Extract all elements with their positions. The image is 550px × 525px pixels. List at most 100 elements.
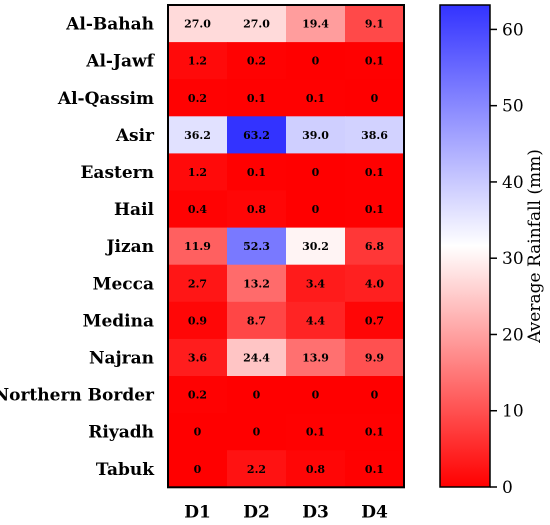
row-labels: Al-Bahah Al-Jawf Al-Qassim Asir Eastern Hail J… (0, 15, 156, 480)
cell-value-label: 24.4 (243, 351, 270, 364)
cell-value-label: 27.0 (243, 18, 270, 31)
cell-value-label: 52.3 (243, 240, 270, 253)
cell-value-label: 0.1 (247, 166, 266, 179)
cell-value-label: 0 (312, 55, 320, 68)
heatmap-cell (168, 450, 228, 488)
row-label: Asir (115, 126, 155, 146)
heatmap-cell (286, 450, 346, 488)
heatmap-cell (286, 5, 346, 43)
cell-value-label: 0 (371, 389, 379, 402)
heatmap-cell (227, 413, 287, 451)
heatmap-cell (227, 116, 287, 154)
heatmap-cell (227, 301, 287, 340)
cell-value-label: 0.4 (188, 203, 207, 216)
cell-value-label: 0.1 (306, 426, 325, 439)
heatmap-cell (286, 190, 346, 229)
heatmap-cell (168, 264, 228, 303)
heatmap-cell (168, 116, 228, 154)
cell-value-label: 0.1 (365, 426, 384, 439)
colorbar (439, 4, 491, 488)
heatmap-cell (345, 301, 405, 340)
heatmap-cell (345, 264, 405, 303)
row-label: Najran (89, 348, 154, 368)
colorbar-tick-label: 20 (502, 325, 524, 345)
heatmap-cell (227, 153, 287, 191)
heatmap-cell (286, 79, 346, 117)
colorbar-tick-label: 30 (502, 249, 524, 269)
heatmap-cell (168, 79, 228, 117)
heatmap-cell (227, 79, 287, 117)
cell-value-label: 6.8 (365, 240, 384, 253)
heatmap-cell (345, 338, 405, 377)
cell-value-label: 0.8 (306, 463, 325, 476)
heatmap-cell (286, 264, 346, 303)
cell-value-label: 0.2 (188, 389, 207, 402)
heatmap-cell (345, 376, 405, 414)
heatmap-cell (227, 376, 287, 414)
cell-value-label: 4.4 (306, 314, 325, 327)
heatmap-cell (227, 264, 287, 303)
heatmap-cell (227, 190, 287, 229)
cell-value-label: 0.1 (247, 92, 266, 105)
cell-value-label: 0 (253, 389, 261, 402)
row-label: Medina (83, 311, 154, 331)
column-label: D1 (184, 502, 211, 522)
heatmap-cell (168, 413, 228, 451)
cell-value-label: 1.2 (188, 55, 207, 68)
cell-value-label: 19.4 (302, 18, 329, 31)
cell-value-label: 30.2 (302, 240, 329, 253)
heatmap-cells: 27.0 27.0 19.4 9.1 1.2 0.2 0 0.1 0.2 0.1 0.1 0 36.2 6… (168, 5, 405, 488)
cell-value-label: 0.1 (365, 463, 384, 476)
heatmap-cell (286, 153, 346, 191)
cell-value-label: 36.2 (184, 129, 211, 142)
cell-value-label: 0 (194, 426, 202, 439)
colorbar-label: Average Rainfall (mm) (525, 149, 545, 344)
colorbar-tick-label: 40 (502, 173, 524, 193)
heatmap-frame (167, 4, 405, 489)
column-label: D3 (302, 502, 329, 522)
heatmap-cell (286, 301, 346, 340)
heatmap-cell (345, 153, 405, 191)
colorbar-tick-label: 60 (502, 20, 524, 40)
cell-value-label: 0.7 (365, 314, 384, 327)
row-label: Al-Jawf (85, 52, 155, 72)
row-label: Jizan (104, 237, 154, 257)
colorbar-ticks: 0 10 20 30 40 50 60 (490, 20, 524, 498)
colorbar-tick-label: 10 (502, 402, 524, 422)
cell-value-label: 0.9 (188, 314, 207, 327)
heatmap-cell (286, 413, 346, 451)
heatmap-cell (345, 79, 405, 117)
row-label: Eastern (80, 163, 154, 183)
colorbar-tick-label: 50 (502, 97, 524, 117)
cell-value-label: 9.1 (365, 18, 384, 31)
heatmap-cell (345, 413, 405, 451)
cell-value-label: 4.0 (365, 277, 384, 290)
heatmap-cell (286, 227, 346, 266)
cell-value-label: 0 (312, 389, 320, 402)
cell-value-label: 0 (312, 166, 320, 179)
heatmap-cell (168, 301, 228, 340)
heatmap-cell (286, 42, 346, 80)
heatmap-cell (227, 5, 287, 43)
cell-value-label: 0.2 (247, 55, 266, 68)
cell-value-label: 0.1 (365, 55, 384, 68)
cell-value-label: 0.1 (306, 92, 325, 105)
heatmap-cell (286, 116, 346, 154)
cell-value-label: 11.9 (184, 240, 211, 253)
heatmap-cell (227, 42, 287, 80)
row-label: Al-Qassim (57, 89, 154, 109)
heatmap-cell (168, 153, 228, 191)
cell-value-label: 13.2 (243, 277, 270, 290)
heatmap-cell (345, 450, 405, 488)
cell-value-label: 0 (253, 426, 261, 439)
row-label: Mecca (93, 274, 154, 294)
row-label: Al-Bahah (65, 15, 154, 35)
heatmap-cell (168, 376, 228, 414)
cell-value-label: 9.9 (365, 351, 384, 364)
heatmap-cell (345, 116, 405, 154)
cell-value-label: 0.1 (365, 203, 384, 216)
row-label: Tabuk (96, 460, 155, 480)
cell-value-label: 0 (312, 203, 320, 216)
cell-value-label: 0 (371, 92, 379, 105)
column-labels: D1 D2 D3 D4 (184, 502, 388, 522)
